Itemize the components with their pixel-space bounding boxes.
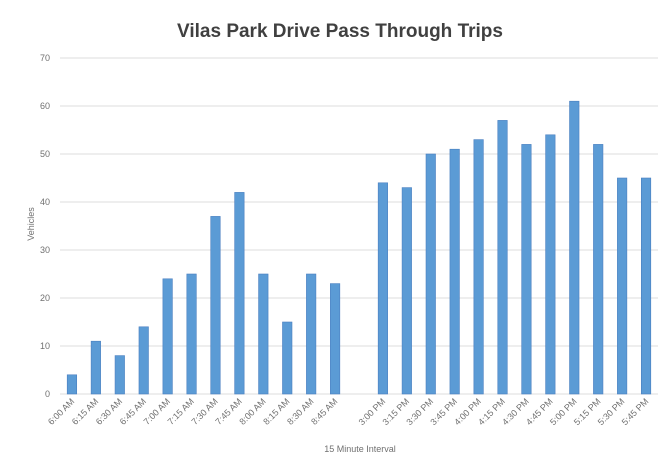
- bar: [449, 148, 460, 395]
- bar: [593, 144, 604, 395]
- bar: [306, 273, 317, 395]
- bar: [425, 153, 436, 395]
- y-axis-label: Vehicles: [26, 207, 36, 241]
- x-axis-label: 15 Minute Interval: [324, 444, 396, 454]
- y-tick-label: 30: [40, 245, 50, 255]
- y-tick-label: 40: [40, 197, 50, 207]
- y-tick-label: 20: [40, 293, 50, 303]
- gridlines: [60, 57, 658, 395]
- bar: [521, 144, 532, 395]
- bar: [617, 177, 628, 395]
- bar: [234, 192, 245, 395]
- bar: [66, 374, 78, 395]
- bar: [473, 139, 484, 395]
- bar: [330, 283, 341, 395]
- bar: [90, 340, 101, 395]
- bar: [569, 100, 580, 395]
- x-tick-label: 5:45 PM: [620, 396, 651, 427]
- y-axis-ticks: 0 10 20 30 40 50 60 70: [40, 53, 50, 399]
- bar: [282, 321, 293, 395]
- bar: [497, 120, 508, 395]
- bar: [377, 182, 388, 395]
- bar: [640, 177, 652, 395]
- bars: [66, 100, 652, 395]
- bar: [138, 326, 149, 395]
- y-tick-label: 0: [45, 389, 50, 399]
- bar: [162, 278, 173, 395]
- bar: [186, 273, 197, 395]
- bar: [114, 355, 125, 395]
- y-tick-label: 60: [40, 101, 50, 111]
- chart-title: Vilas Park Drive Pass Through Trips: [177, 21, 503, 42]
- x-tick-label: 8:45 AM: [309, 396, 339, 426]
- bar: [258, 273, 269, 395]
- y-tick-label: 50: [40, 149, 50, 159]
- y-tick-label: 10: [40, 341, 50, 351]
- bar: [210, 216, 221, 395]
- bar: [545, 134, 556, 395]
- bar: [401, 187, 412, 395]
- x-axis-ticks: 6:00 AM6:15 AM6:30 AM6:45 AM7:00 AM7:15 …: [46, 396, 651, 427]
- y-tick-label: 70: [40, 53, 50, 63]
